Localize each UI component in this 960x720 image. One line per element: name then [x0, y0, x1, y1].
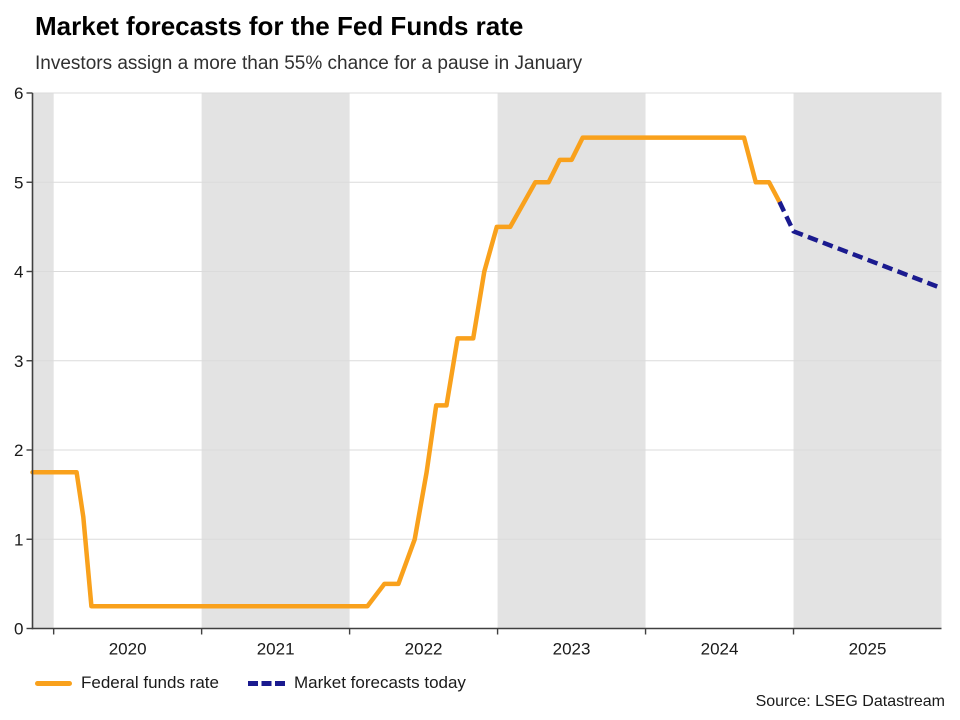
series-federal-funds-rate	[30, 135, 782, 609]
legend: Federal funds rate Market forecasts toda…	[35, 671, 466, 695]
legend-item-federal-funds-rate: Federal funds rate	[35, 673, 219, 693]
x-tick-label: 2024	[701, 640, 739, 659]
market-forecasts-today-line-swatch	[247, 680, 285, 686]
federal-funds-rate-line-swatch	[35, 680, 72, 686]
x-tick-label: 2020	[109, 640, 147, 659]
y-tick-label: 1	[14, 530, 23, 549]
x-tick-label: 2021	[257, 640, 295, 659]
legend-label-federal-funds-rate: Federal funds rate	[81, 673, 219, 692]
x-tick-label: 2025	[849, 640, 887, 659]
source-note: Source: LSEG Datastream	[755, 693, 945, 710]
x-tick-label: 2023	[553, 640, 591, 659]
y-tick-label: 5	[14, 173, 23, 192]
legend-label-market-forecasts-today: Market forecasts today	[293, 673, 466, 692]
y-tick-label: 6	[14, 84, 23, 103]
chart-subtitle: Investors assign a more than 55% chance …	[35, 53, 583, 74]
y-tick-label: 4	[14, 263, 23, 282]
y-tick-label: 2	[14, 441, 23, 460]
legend-item-market-forecasts-today: Market forecasts today	[247, 673, 466, 693]
x-tick-label: 2022	[405, 640, 443, 659]
y-tick-label: 3	[14, 352, 23, 371]
y-tick-label: 0	[14, 620, 23, 639]
series-market-forecasts-today	[777, 200, 941, 290]
chart-title: Market forecasts for the Fed Funds rate	[35, 11, 524, 41]
